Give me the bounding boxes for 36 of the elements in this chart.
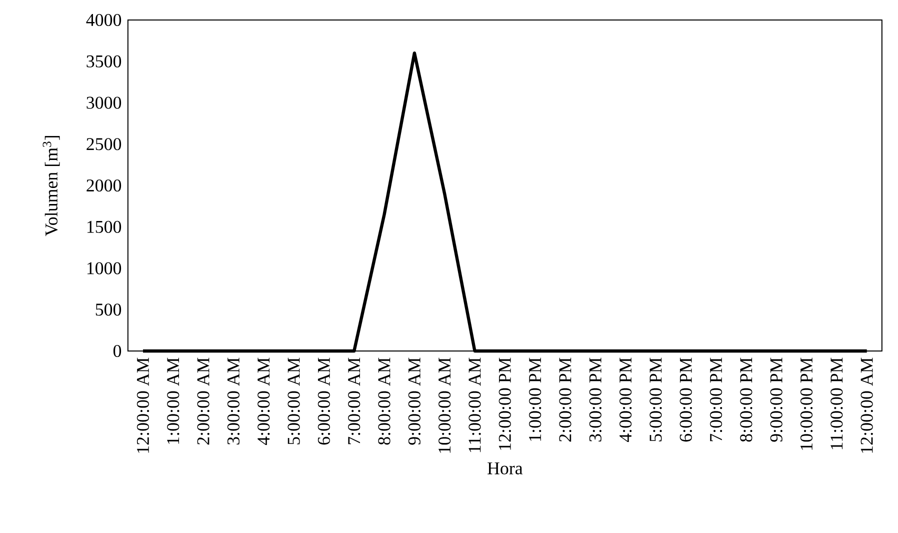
- x-tick-label: 1:00:00 AM: [167, 358, 180, 444]
- x-tick-label: 2:00:00 AM: [197, 358, 210, 445]
- x-axis-title: Hora: [488, 462, 523, 474]
- x-tick-label: 12:00:00 PM: [498, 358, 512, 450]
- y-axis-title: Volumen [m$^{3}$]: [42, 136, 60, 236]
- x-tick-label: 11:00:00 AM: [468, 358, 481, 452]
- x-tick-label: 12:00:00 AM: [860, 358, 873, 453]
- x-tick-label: 4:00:00 AM: [258, 358, 270, 446]
- x-tick-label: 8:00:00 PM: [740, 358, 752, 442]
- x-tick-label: 4:00:00 PM: [619, 358, 632, 442]
- y-tick-label: 3500: [86, 55, 122, 68]
- y-tick-label: 4000: [86, 14, 122, 26]
- x-tick-label: 7:00:00 PM: [710, 358, 722, 442]
- x-tick-label: 8:00:00 AM: [378, 358, 390, 445]
- y-tick-label: 3000: [86, 96, 122, 109]
- x-tick-label: 10:00:00 AM: [438, 358, 451, 453]
- y-tick-label: 0: [113, 344, 122, 358]
- x-tick-label: 5:00:00 AM: [288, 358, 300, 444]
- x-tick-label: 3:00:00 PM: [589, 358, 602, 442]
- x-tick-label: 11:00:00 PM: [830, 358, 843, 450]
- y-tick-label: 2500: [86, 138, 122, 150]
- y-tick-label: 1000: [87, 262, 122, 274]
- x-tick-label: 6:00:00 AM: [318, 358, 330, 445]
- x-tick-label: 1:00:00 PM: [529, 358, 542, 441]
- x-tick-label: 9:00:00 PM: [770, 358, 782, 442]
- x-tick-label: 12:00:00 AM: [136, 358, 150, 453]
- y-tick-label: 2000: [86, 179, 122, 192]
- x-tick-label: 7:00:00 AM: [348, 358, 360, 444]
- x-tick-label: 10:00:00 PM: [800, 358, 813, 450]
- x-tick-label: 6:00:00 PM: [680, 358, 692, 442]
- x-tick-label: 9:00:00 AM: [408, 358, 421, 445]
- x-tick-label: 2:00:00 PM: [559, 358, 572, 442]
- x-tick-label: 5:00:00 PM: [650, 358, 662, 442]
- y-tick-label: 500: [96, 304, 122, 316]
- y-tick-label: 1500: [87, 220, 122, 233]
- x-tick-label: 3:00:00 AM: [227, 358, 240, 444]
